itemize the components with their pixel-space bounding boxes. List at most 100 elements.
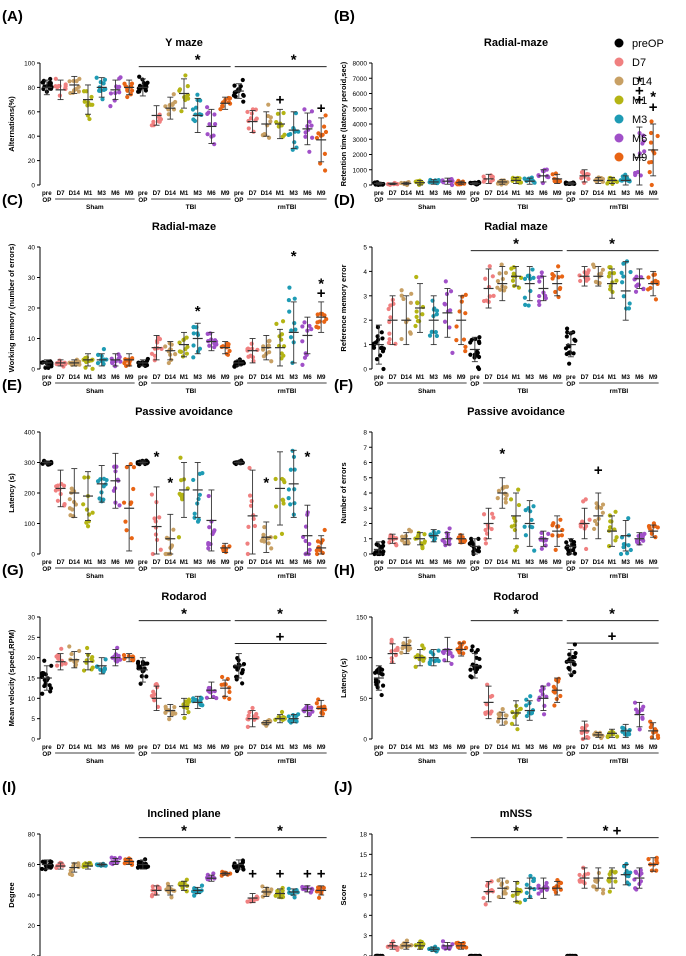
data-point xyxy=(163,710,168,715)
data-point xyxy=(537,279,542,284)
data-point xyxy=(191,477,196,483)
data-point xyxy=(54,654,59,659)
data-point xyxy=(601,887,606,892)
data-point xyxy=(474,667,480,672)
panel-title: Radial-maze xyxy=(484,37,548,49)
x-tick-label: M3 xyxy=(97,744,106,751)
y-tick-label: 0 xyxy=(363,367,367,374)
data-point xyxy=(108,91,114,96)
significance-mark: * xyxy=(277,823,283,840)
data-point xyxy=(380,683,386,688)
data-point xyxy=(565,330,570,335)
data-point xyxy=(273,476,278,482)
data-point xyxy=(626,543,631,548)
data-point xyxy=(103,86,108,92)
data-point xyxy=(393,341,398,346)
data-point xyxy=(293,327,298,332)
data-point xyxy=(240,681,245,686)
data-point xyxy=(184,335,189,340)
data-point xyxy=(245,109,250,115)
data-point xyxy=(414,309,419,314)
y-tick-label: 20 xyxy=(28,655,36,662)
x-tick-label: D7 xyxy=(581,559,589,566)
data-point xyxy=(380,672,385,677)
data-point xyxy=(491,515,496,520)
legend-label: M6 xyxy=(632,133,647,145)
data-point xyxy=(422,532,427,537)
x-tick-label: D14 xyxy=(593,190,605,197)
data-point xyxy=(542,703,547,708)
data-point xyxy=(314,135,320,141)
data-point xyxy=(613,509,618,514)
data-point xyxy=(316,131,321,136)
data-point xyxy=(280,134,285,139)
data-point xyxy=(246,126,251,131)
data-point xyxy=(640,707,645,712)
x-tick-label: M6 xyxy=(539,374,548,381)
y-axis-label: Retention time (latency peroid,sec) xyxy=(339,61,348,186)
data-point xyxy=(613,538,618,543)
panel-J: (J)mNSSScore0369121518preOPD7D14M1M3M6M9… xyxy=(334,779,660,956)
data-point xyxy=(292,467,297,472)
x-tick-label: M6 xyxy=(635,190,644,197)
data-point xyxy=(183,699,188,704)
y-tick-label: 0 xyxy=(31,367,35,374)
x-tick-label: D7 xyxy=(57,559,65,566)
data-point xyxy=(646,275,651,280)
data-point xyxy=(211,871,216,876)
significance-mark: * xyxy=(291,52,297,69)
x-tick-label: M1 xyxy=(180,744,189,751)
significance-mark: * + xyxy=(603,823,622,840)
y-axis-label: Number of errors xyxy=(339,462,348,523)
data-point xyxy=(275,111,281,116)
data-point xyxy=(184,889,189,894)
data-point xyxy=(76,864,81,870)
x-tick-label: D14 xyxy=(497,190,509,197)
x-tick-label: OP xyxy=(138,751,147,758)
data-point xyxy=(56,83,61,89)
data-point xyxy=(197,346,203,351)
data-point xyxy=(379,692,384,698)
data-point xyxy=(40,671,45,676)
data-point xyxy=(149,492,155,497)
data-point xyxy=(476,366,482,372)
data-point xyxy=(600,891,606,896)
x-tick-label: D7 xyxy=(389,374,397,381)
data-point xyxy=(449,182,455,188)
x-tick-label: OP xyxy=(42,751,51,758)
data-point xyxy=(220,103,225,109)
group-label: TBI xyxy=(518,204,529,211)
legend-label: D14 xyxy=(632,76,652,88)
significance-mark: * xyxy=(650,89,656,106)
data-point xyxy=(144,458,149,463)
y-axis-label: Reference memory error xyxy=(339,264,348,351)
data-point xyxy=(320,132,325,137)
x-tick-label: D14 xyxy=(401,374,413,381)
significance-mark: * xyxy=(637,73,643,90)
y-tick-label: 10 xyxy=(28,696,36,703)
y-tick-label: 18 xyxy=(360,832,368,839)
data-point xyxy=(649,182,654,188)
data-point xyxy=(458,532,463,538)
data-point xyxy=(633,707,639,712)
significance-mark: * xyxy=(167,474,173,491)
x-tick-label: D14 xyxy=(261,559,273,566)
data-point xyxy=(641,133,646,138)
data-point xyxy=(514,544,519,549)
data-point xyxy=(307,323,312,329)
data-point xyxy=(655,525,660,530)
data-point xyxy=(649,130,654,136)
data-point xyxy=(76,861,81,866)
data-point xyxy=(476,536,481,541)
data-point xyxy=(43,365,48,370)
data-point xyxy=(484,531,490,536)
data-point xyxy=(409,291,414,296)
data-point xyxy=(607,889,612,894)
y-tick-label: 100 xyxy=(24,61,35,68)
x-tick-label: D7 xyxy=(485,744,493,751)
data-point xyxy=(434,308,440,313)
data-point xyxy=(633,886,638,891)
x-tick-label: M1 xyxy=(416,374,425,381)
data-point xyxy=(169,895,174,900)
data-point xyxy=(262,539,267,544)
